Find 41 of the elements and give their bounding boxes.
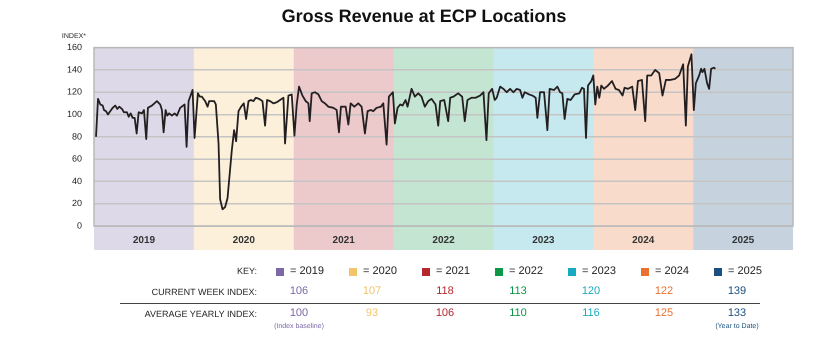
text: 122 (654, 285, 674, 297)
text: 93 (364, 307, 380, 319)
y-tick-label: 20 (72, 198, 82, 208)
y-tick-label: 120 (66, 86, 82, 97)
y-tick-label: 140 (66, 64, 82, 74)
text: 113 (508, 285, 528, 297)
text: KEY: (236, 266, 257, 276)
text: = 2025 (728, 265, 762, 277)
text: = 2023 (582, 265, 616, 277)
text: = 2022 (509, 265, 543, 277)
y-tick-label: 40 (72, 176, 82, 186)
text: = 2021 (436, 265, 470, 277)
x-tick-label: 2020 (232, 234, 256, 246)
text: = 2024 (655, 265, 689, 277)
x-tick-label: 2021 (332, 234, 356, 246)
chart-title: Gross Revenue at ECP Locations (282, 6, 566, 26)
x-tick-label: 2019 (132, 234, 156, 246)
x-tick-label: 2024 (632, 234, 655, 246)
x-tick-label: 2025 (732, 234, 755, 246)
text: 125 (654, 307, 674, 319)
text: 106 (434, 307, 456, 319)
text: 107 (362, 285, 382, 297)
y-tick-label: 60 (72, 154, 82, 164)
text: 139 (726, 285, 748, 297)
text: 106 (290, 285, 308, 297)
text: AVERAGE YEARLY INDEX: (144, 309, 257, 319)
text: 133 (726, 307, 748, 319)
y-tick-label: 160 (66, 42, 82, 52)
y-tick-label: 0 (77, 220, 82, 230)
text: 120 (580, 285, 602, 297)
text: = 2020 (363, 265, 397, 277)
x-tick-label: 2022 (432, 234, 456, 246)
text: 100 (290, 307, 308, 319)
x-tick-label: 2023 (532, 234, 555, 246)
text: 116 (581, 307, 601, 319)
text: 118 (435, 285, 455, 297)
text: = 2019 (290, 265, 324, 277)
y-tick-label: 100 (66, 108, 82, 119)
text: CURRENT WEEK INDEX: (150, 287, 257, 297)
text: 110 (508, 307, 528, 319)
y-tick-label: 80 (72, 131, 82, 142)
